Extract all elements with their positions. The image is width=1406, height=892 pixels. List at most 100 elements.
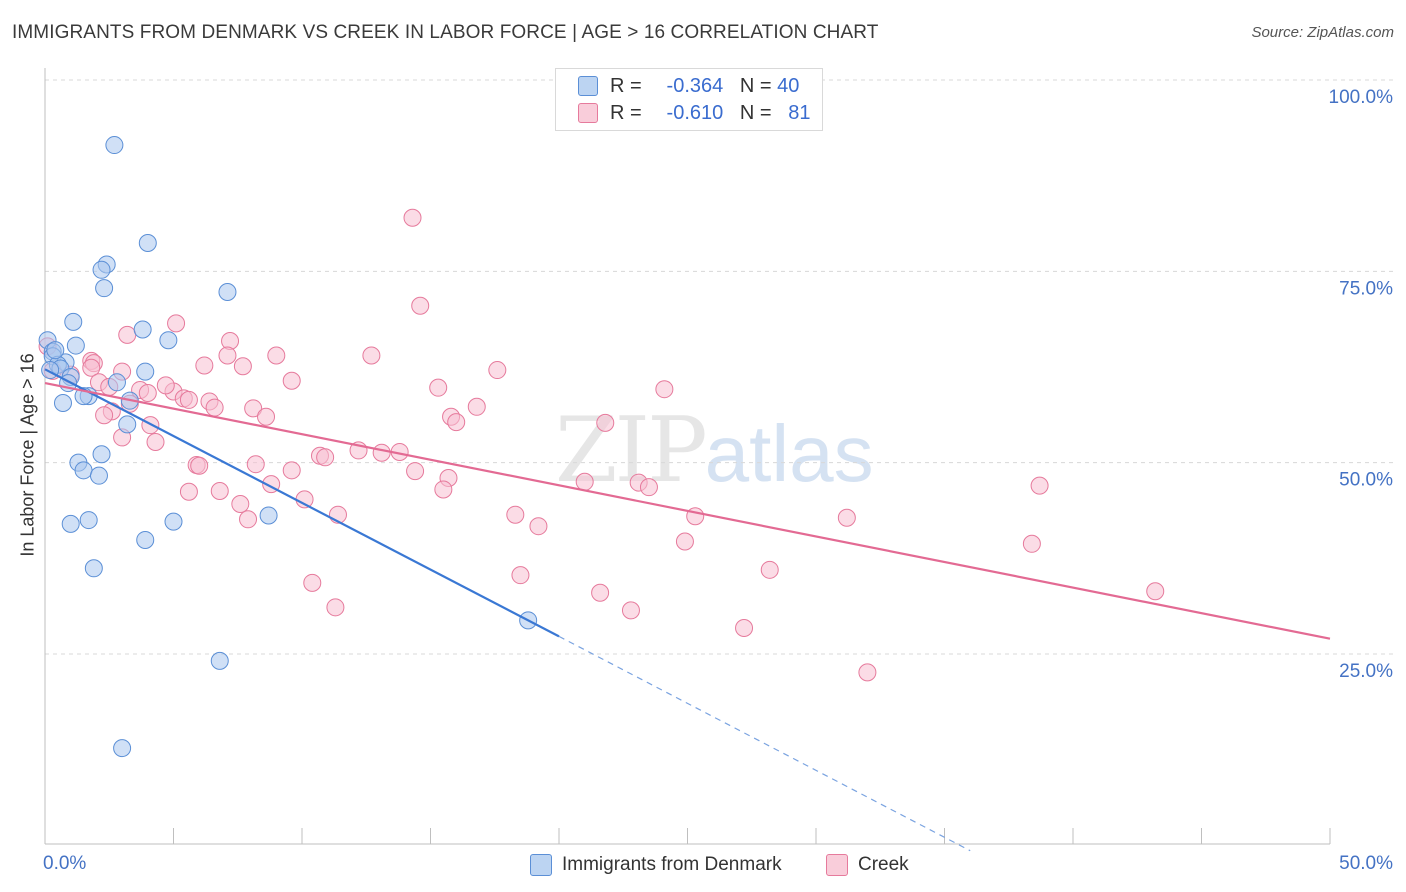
tick-labels: 25.0% 50.0% 75.0% 100.0% 0.0% 50.0% [43, 87, 1393, 874]
creek-point [233, 357, 252, 376]
creek-point [167, 314, 186, 333]
creek-point [621, 601, 640, 620]
denmark-point [89, 466, 108, 485]
bottom-legend-denmark: Immigrants from Denmark [530, 852, 782, 878]
denmark-points [38, 136, 538, 758]
trend-lines [44, 368, 1331, 852]
legend-n-label: N = [739, 74, 772, 97]
denmark-point [210, 651, 229, 670]
bottom-legend-creek: Creek [826, 852, 909, 878]
denmark-point [66, 336, 85, 355]
watermark-atlas: atlas [704, 409, 874, 498]
creek-point [1030, 476, 1049, 495]
creek-point [488, 361, 507, 380]
denmark-point [84, 559, 103, 578]
denmark-point [136, 362, 155, 381]
creek-point [316, 448, 335, 467]
creek-point [837, 508, 856, 527]
denmark-point [46, 341, 65, 360]
creek-points [38, 208, 1165, 682]
creek-point [655, 380, 674, 399]
legend-r-label: R = [610, 101, 642, 124]
denmark-point [92, 445, 111, 464]
creek-point [303, 573, 322, 592]
denmark-point [138, 234, 157, 253]
legend-n-label: N = [739, 101, 772, 124]
denmark-point [92, 260, 111, 279]
creek-point [244, 399, 263, 418]
denmark-point [133, 320, 152, 339]
legend-n-value: 81 [788, 101, 811, 124]
creek-point [362, 346, 381, 365]
creek-point [205, 398, 224, 417]
creek-point [218, 346, 237, 365]
legend-r-label: R = [610, 74, 642, 97]
legend-swatch-denmark [578, 76, 598, 96]
creek-point [760, 560, 779, 579]
denmark-point [74, 461, 93, 480]
denmark-point [79, 511, 98, 530]
denmark-point [259, 506, 278, 525]
denmark-point [105, 136, 124, 155]
creek-point [1146, 582, 1165, 601]
creek-point [257, 407, 276, 426]
y-tick-label: 50.0% [1339, 470, 1393, 491]
creek-point [575, 472, 594, 491]
denmark-point [118, 415, 137, 434]
creek-point [95, 406, 114, 425]
creek-point [406, 462, 425, 481]
creek-point [326, 598, 345, 617]
y-tick-label: 25.0% [1339, 661, 1393, 682]
denmark-point [159, 331, 178, 350]
chart-title: IMMIGRANTS FROM DENMARK VS CREEK IN LABO… [12, 22, 879, 43]
denmark-point [64, 312, 83, 331]
denmark-point [107, 373, 126, 392]
creek-trend-line [44, 381, 1331, 640]
denmark-point [113, 739, 132, 758]
stats-legend: R = -0.364 N = 40 R = -0.610 N = 81 [555, 68, 823, 131]
creek-point [118, 325, 137, 344]
creek-point [467, 397, 486, 416]
creek-point [231, 494, 250, 513]
creek-point [511, 566, 530, 585]
bottom-legend-label-creek: Creek [858, 854, 909, 875]
legend-row-creek: R = -0.610 N = 81 [578, 100, 811, 126]
creek-point [146, 433, 165, 452]
creek-point [239, 510, 258, 529]
denmark-trend-extension [558, 635, 971, 852]
creek-point [195, 356, 214, 375]
creek-point [267, 346, 286, 365]
legend-n-value: 40 [777, 74, 800, 97]
denmark-point [61, 514, 80, 533]
creek-point [506, 505, 525, 524]
creek-point [372, 443, 391, 462]
bottom-legend-swatch-creek [826, 854, 848, 876]
legend-row-denmark: R = -0.364 N = 40 [578, 73, 799, 99]
legend-r-value: -0.364 [666, 74, 724, 97]
creek-point [156, 376, 175, 395]
bottom-legend-label-denmark: Immigrants from Denmark [562, 854, 782, 875]
creek-point [403, 208, 422, 227]
denmark-trend-line [44, 368, 560, 638]
creek-point [282, 461, 301, 480]
x-tick-label: 0.0% [43, 853, 86, 874]
legend-r-value: -0.610 [666, 101, 724, 124]
creek-point [591, 583, 610, 602]
creek-point [138, 384, 157, 403]
creek-point [179, 482, 198, 501]
creek-point [282, 371, 301, 390]
denmark-point [218, 282, 237, 301]
creek-point [190, 456, 209, 475]
creek-point [1022, 534, 1041, 553]
creek-point [82, 358, 101, 377]
creek-point [858, 663, 877, 682]
creek-point [447, 413, 466, 432]
denmark-point [164, 512, 183, 531]
source-credit: Source: ZipAtlas.com [1251, 24, 1394, 41]
denmark-point [95, 279, 114, 298]
creek-point [179, 390, 198, 409]
creek-point [411, 296, 430, 315]
y-tick-label: 100.0% [1329, 87, 1394, 108]
denmark-point [136, 530, 155, 549]
